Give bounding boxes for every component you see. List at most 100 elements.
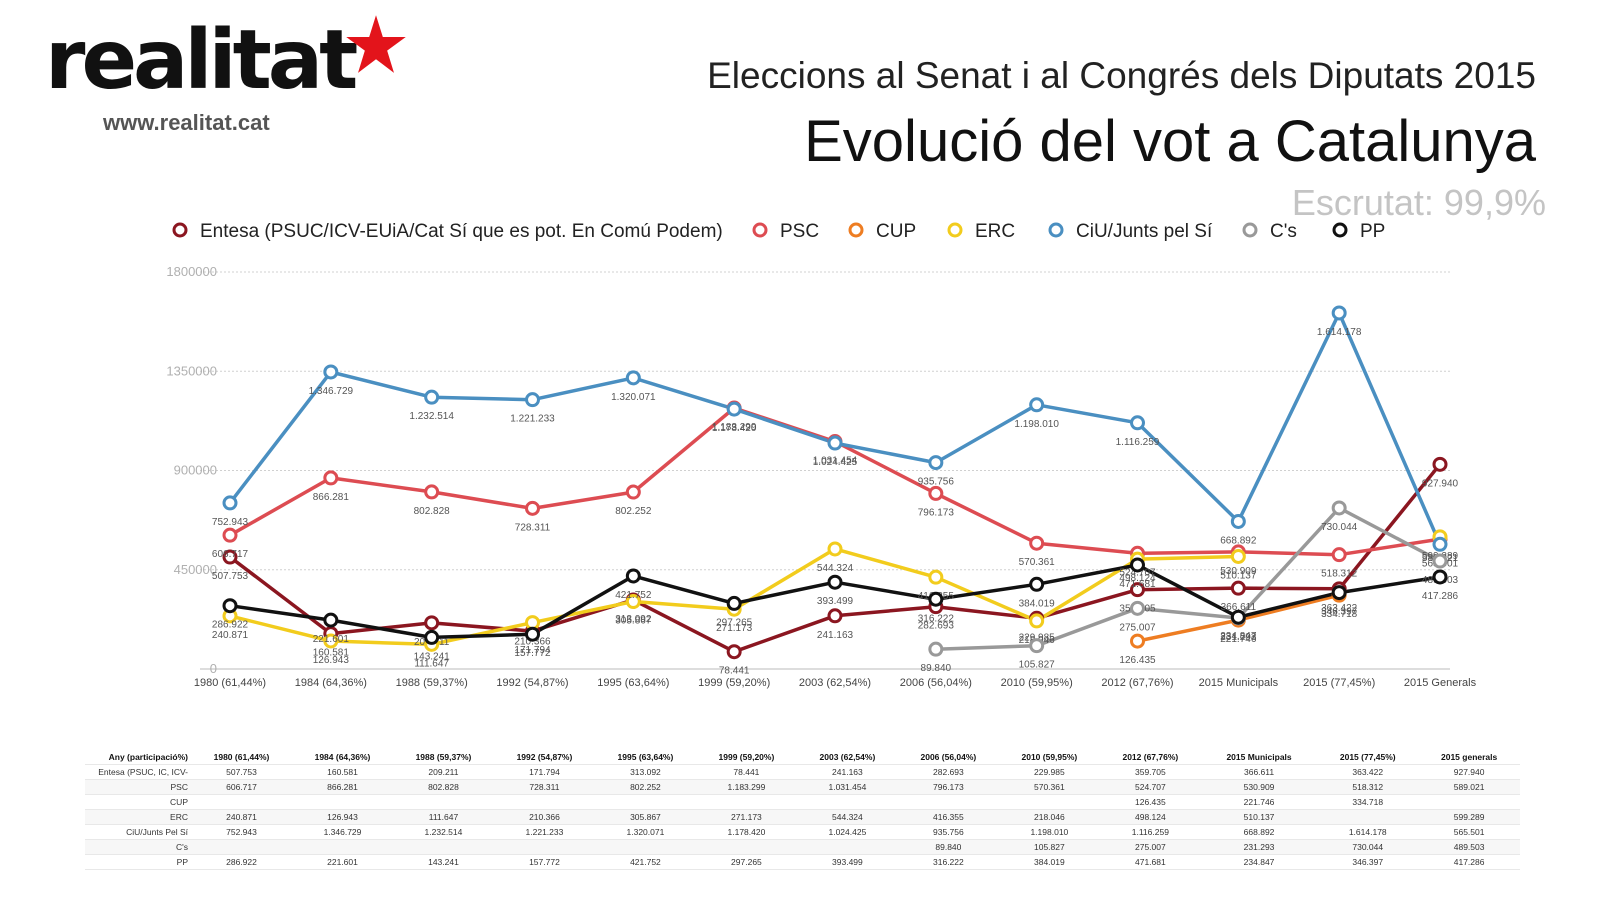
page-title: Eleccions al Senat i al Congrés dels Dip…: [707, 55, 1536, 96]
table-cell: 359.705: [1099, 764, 1201, 780]
table-cell: 384.019: [998, 854, 1100, 870]
table-cell: 471.681: [1099, 854, 1201, 870]
table-cell: 570.361: [998, 779, 1100, 795]
data-point: [1130, 600, 1145, 616]
table-header-cell: 2015 generals: [1418, 750, 1520, 765]
table-cell: 417.286: [1418, 854, 1520, 870]
count-status: Escrutat: 99,9%: [1291, 182, 1546, 223]
table-header-cell: 2012 (67,76%): [1099, 750, 1201, 765]
table-cell: 489.503: [1418, 839, 1520, 855]
table-cell: 1.232.514: [392, 824, 494, 840]
table-cell: [392, 794, 494, 810]
data-point: [222, 527, 238, 543]
table-cell: 802.252: [594, 779, 696, 795]
data-point: [525, 392, 540, 408]
data-point: [1130, 582, 1145, 598]
table-cell: 286.922: [191, 854, 292, 870]
data-point: [827, 435, 843, 451]
legend-marker: [752, 222, 768, 238]
data-point: [222, 549, 238, 565]
data-point: [928, 591, 944, 607]
legend-marker: [172, 222, 188, 238]
table-cell: 334.718: [1317, 794, 1419, 810]
table-header-cell: 1999 (59,20%): [695, 750, 797, 765]
results-table: Any (participació%) 1980 (61,44%) 1984 (64…: [85, 750, 1520, 870]
table-cell: [695, 839, 797, 855]
table-cell: 796.173: [897, 779, 999, 795]
table-cell: 668.892: [1200, 824, 1318, 840]
data-point: [928, 569, 944, 585]
data-label: 157.772: [514, 648, 551, 659]
table-cell: 421.752: [594, 854, 696, 870]
data-point: [1432, 569, 1448, 585]
data-label: 275.007: [1119, 622, 1156, 633]
data-point: [1230, 513, 1246, 529]
data-point: [424, 484, 440, 500]
table-cell: 935.756: [897, 824, 999, 840]
legend-marker: [848, 222, 864, 238]
table-cell: 524.707: [1099, 779, 1201, 795]
table-row: PSC 606.717 866.281 802.828 728.311 802.252 1.…: [85, 779, 1520, 795]
data-label: 240.871: [212, 630, 249, 641]
x-tick-label: 2006 (56,04%): [900, 677, 972, 689]
table-cell: 240.871: [191, 809, 292, 825]
x-tick-label: 1984 (64,36%): [295, 677, 367, 689]
data-point: [827, 541, 843, 557]
data-label: 366.611: [1221, 602, 1257, 613]
table-cell: 126.943: [291, 809, 393, 825]
table-cell: [796, 794, 898, 810]
data-point: [1331, 305, 1347, 321]
table-cell: [191, 839, 292, 855]
data-point: [1331, 500, 1347, 516]
data-label: 89.840: [921, 663, 952, 674]
table-cell: 510.137: [1200, 809, 1318, 825]
table-cell: 221.601: [291, 854, 393, 870]
table-cell: 234.847: [1200, 854, 1318, 870]
table-cell: 1.198.010: [998, 824, 1100, 840]
table-body: Entesa (PSUC, IC, ICV- 507.753 160.581 209.…: [85, 764, 1520, 870]
data-point: [1130, 415, 1145, 431]
table-row: CiU/Junts Pel Sí 752.943 1.346.729 1.232.51…: [85, 824, 1520, 840]
y-tick-label: 1350000: [166, 363, 217, 378]
table-cell: 282.693: [897, 764, 999, 780]
data-label: 282.693: [918, 621, 955, 632]
data-label: 143.241: [414, 651, 451, 662]
data-point: [1029, 638, 1045, 654]
data-point: [625, 594, 641, 610]
table-cell: 1.178.420: [695, 824, 797, 840]
legend-marker: [1242, 222, 1258, 238]
data-label: 752.943: [212, 517, 249, 528]
data-point: [323, 364, 339, 380]
data-label: 316.222: [918, 613, 955, 624]
table-cell: [594, 794, 696, 810]
data-label: 160.581: [313, 648, 350, 659]
table-cell: 866.281: [291, 779, 393, 795]
table-cell: 241.163: [796, 764, 898, 780]
data-label: 229.985: [1019, 632, 1056, 643]
data-label: 126.435: [1119, 655, 1156, 666]
x-tick-label: 1980 (61,44%): [194, 677, 266, 689]
data-label: 524.707: [1119, 567, 1156, 578]
table-cell: 393.499: [796, 854, 898, 870]
table-cell: 606.717: [191, 779, 292, 795]
table-cell: 171.794: [493, 764, 595, 780]
data-point: [726, 595, 742, 611]
data-label: 221.601: [313, 634, 350, 645]
legend-label: CUP: [876, 221, 916, 242]
table-cell: 1.221.233: [493, 824, 595, 840]
x-tick-label: 2015 (77,45%): [1303, 677, 1375, 689]
legend-label: ERC: [975, 221, 1015, 242]
data-label: 802.828: [414, 506, 451, 517]
data-point: [928, 455, 944, 471]
data-point: [1029, 613, 1045, 629]
table-header-cell: 2010 (59,95%): [998, 750, 1100, 765]
table-cell: 209.211: [392, 764, 494, 780]
data-label: 498.124: [1119, 573, 1156, 584]
data-label: 1.232.514: [409, 411, 454, 422]
legend-label: Entesa (PSUC/ICV-EUiA/Cat Sí que es pot.…: [200, 221, 723, 242]
series-line: [228, 311, 1442, 545]
table-cell: [191, 794, 292, 810]
data-point: [323, 633, 339, 649]
table-cell: 728.311: [493, 779, 595, 795]
x-tick-label: 1988 (59,37%): [396, 677, 468, 689]
